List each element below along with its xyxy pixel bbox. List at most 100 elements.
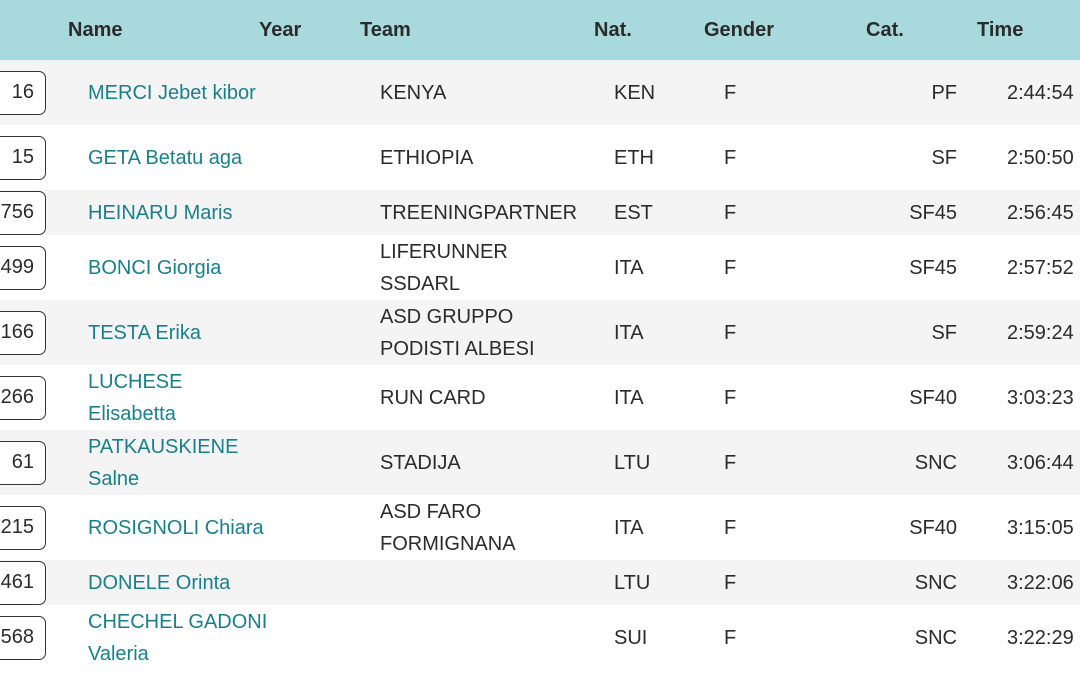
time-cell: 2:50:50: [1007, 125, 1080, 190]
team-cell: LIFERUNNER SSDARL: [380, 235, 590, 300]
category-cell: SF45: [860, 235, 957, 300]
team-cell: RUN CARD: [380, 365, 590, 430]
category-cell: SF45: [860, 190, 957, 235]
gender-cell: F: [724, 365, 784, 430]
category-cell: SNC: [860, 605, 957, 670]
table-row: 15 GETA Betatu aga ETHIOPIA ETH F SF 2:50:50: [0, 125, 1080, 190]
bib-button[interactable]: 756: [0, 190, 46, 235]
header-year[interactable]: Year: [259, 19, 302, 41]
nationality-cell-text: EST: [614, 201, 653, 224]
header-team[interactable]: Team: [360, 19, 411, 41]
gender-cell: F: [724, 190, 784, 235]
bib-button[interactable]: 15: [0, 135, 46, 180]
bib-button[interactable]: 215: [0, 505, 46, 550]
gender-cell-text: F: [724, 201, 737, 224]
team-cell: ASD GRUPPO PODISTI ALBESI: [380, 300, 590, 365]
bib-button[interactable]: 568: [0, 615, 46, 660]
team-cell-text: RUN CARD: [380, 386, 486, 409]
header-nat[interactable]: Nat.: [594, 19, 632, 41]
bib-button-text: 568: [0, 626, 34, 648]
category-cell-text: SF45: [909, 201, 957, 224]
time-cell: 3:15:05: [1007, 495, 1080, 560]
nationality-cell-text: ITA: [614, 386, 644, 409]
team-cell-text: ASD GRUPPO PODISTI ALBESI: [380, 305, 535, 360]
nationality-cell: KEN: [614, 60, 684, 125]
table-row: 166 TESTA Erika ASD GRUPPO PODISTI ALBESI I…: [0, 300, 1080, 365]
table-row: 461 DONELE Orinta LTU F SNC 3:22:06: [0, 560, 1080, 605]
bib-button-text: 16: [11, 81, 34, 103]
bib-button[interactable]: 499: [0, 245, 46, 290]
team-cell-text: ASD FARO FORMIGNANA: [380, 500, 516, 555]
time-cell-text: 2:59:24: [1007, 321, 1074, 344]
athlete-name-link[interactable]: TESTA Erika: [88, 300, 268, 365]
header-cat[interactable]: Cat.: [866, 19, 904, 41]
bib-button[interactable]: 16: [0, 70, 46, 115]
time-cell: 2:56:45: [1007, 190, 1080, 235]
category-cell: SF40: [860, 495, 957, 560]
bib-button-text: 215: [0, 516, 34, 538]
athlete-name-link[interactable]: LUCHESE Elisabetta: [88, 365, 268, 430]
gender-cell: F: [724, 60, 784, 125]
athlete-name-link[interactable]: BONCI Giorgia: [88, 235, 268, 300]
gender-cell-text: F: [724, 321, 737, 344]
athlete-name-link-text: GETA Betatu aga: [88, 146, 243, 169]
category-cell: SF: [860, 125, 957, 190]
table-header: Name Year Team Nat. Gender Cat. Time: [0, 0, 1080, 60]
time-cell-text: 3:03:23: [1007, 386, 1074, 409]
athlete-name-link-text: DONELE Orinta: [88, 571, 231, 594]
gender-cell-text: F: [724, 386, 737, 409]
header-time[interactable]: Time: [977, 19, 1024, 41]
table-row: 61 PATKAUSKIENE Salne STADIJA LTU F SNC 3:06:4…: [0, 430, 1080, 495]
athlete-name-link-text: LUCHESE Elisabetta: [88, 370, 183, 425]
gender-cell-text: F: [724, 146, 737, 169]
bib-button[interactable]: 461: [0, 560, 46, 605]
time-cell-text: 3:22:29: [1007, 626, 1074, 649]
category-cell: SNC: [860, 430, 957, 495]
bib-button-text: 461: [0, 571, 34, 593]
time-cell-text: 3:06:44: [1007, 451, 1074, 474]
team-cell-text: ETHIOPIA: [380, 146, 474, 169]
bib-button[interactable]: 266: [0, 375, 46, 420]
nationality-cell: SUI: [614, 605, 684, 670]
bib-button-text: 756: [0, 201, 34, 223]
athlete-name-link[interactable]: PATKAUSKIENE Salne: [88, 430, 268, 495]
team-cell: STADIJA: [380, 430, 590, 495]
header-name[interactable]: Name: [68, 19, 123, 41]
athlete-name-link-text: BONCI Giorgia: [88, 256, 222, 279]
nationality-cell: EST: [614, 190, 684, 235]
gender-cell: F: [724, 560, 784, 605]
athlete-name-link[interactable]: ROSIGNOLI Chiara: [88, 495, 268, 560]
gender-cell-text: F: [724, 81, 737, 104]
athlete-name-link[interactable]: GETA Betatu aga: [88, 125, 268, 190]
time-cell: 2:59:24: [1007, 300, 1080, 365]
category-cell-text: SF40: [909, 516, 957, 539]
athlete-name-link[interactable]: MERCI Jebet kibor: [88, 60, 268, 125]
bib-button-text: 15: [11, 146, 34, 168]
nationality-cell-text: LTU: [614, 451, 651, 474]
nationality-cell: ITA: [614, 495, 684, 560]
athlete-name-link[interactable]: HEINARU Maris: [88, 190, 268, 235]
category-cell-text: SNC: [914, 451, 957, 474]
nationality-cell-text: LTU: [614, 571, 651, 594]
bib-button[interactable]: 166: [0, 310, 46, 355]
athlete-name-link-text: MERCI Jebet kibor: [88, 81, 256, 104]
nationality-cell-text: SUI: [614, 626, 648, 649]
bib-button[interactable]: 61: [0, 440, 46, 485]
time-cell: 3:06:44: [1007, 430, 1080, 495]
gender-cell: F: [724, 495, 784, 560]
time-cell-text: 2:57:52: [1007, 256, 1074, 279]
team-cell-text: KENYA: [380, 81, 447, 104]
gender-cell: F: [724, 430, 784, 495]
category-cell: SF40: [860, 365, 957, 430]
team-cell: TREENINGPARTNER: [380, 190, 590, 235]
category-cell: SF: [860, 300, 957, 365]
athlete-name-link-text: CHECHEL GADONI Valeria: [88, 610, 268, 665]
athlete-name-link[interactable]: DONELE Orinta: [88, 560, 268, 605]
table-row: 568 CHECHEL GADONI Valeria SUI F SNC 3:22:29: [0, 605, 1080, 670]
time-cell: 3:22:06: [1007, 560, 1080, 605]
athlete-name-link[interactable]: CHECHEL GADONI Valeria: [88, 605, 268, 670]
category-cell: SNC: [860, 560, 957, 605]
table-body: 16 MERCI Jebet kibor KENYA KEN F PF 2:44:54 15 G…: [0, 60, 1080, 670]
header-gender[interactable]: Gender: [704, 19, 775, 41]
